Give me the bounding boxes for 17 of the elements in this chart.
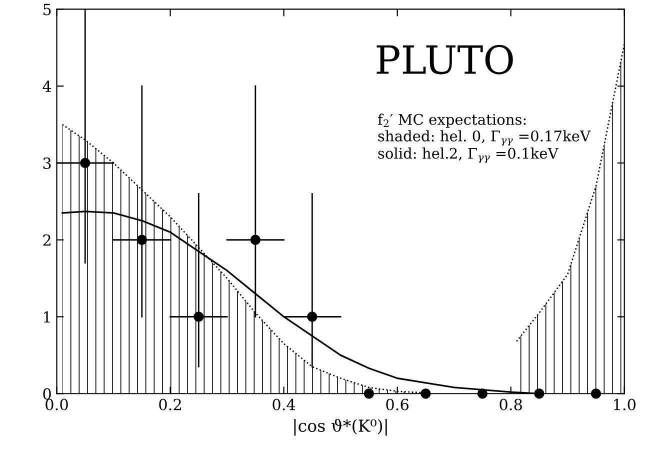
annotation: PLUTO xyxy=(376,44,513,74)
y-tick-label: 4 xyxy=(42,80,52,92)
annotation: f$_{2}$′ MC expectations: xyxy=(378,114,526,128)
x-tick-label: 0.4 xyxy=(272,398,296,410)
annotation: shaded: hel. 0, Γ$_{γγ}$ =0.17keV xyxy=(378,130,591,146)
x-tick-label: 0.2 xyxy=(159,398,181,410)
x-tick-label: 0.8 xyxy=(500,398,522,410)
x-axis-title: |cos ϑ*(K⁰)| xyxy=(294,418,387,436)
y-tick-label: 5 xyxy=(43,4,51,16)
x-tick-label: 0.6 xyxy=(386,398,409,410)
y-tick-label: 0 xyxy=(43,388,51,400)
x-tick-label: 1.0 xyxy=(614,398,636,410)
y-tick-label: 1 xyxy=(44,311,50,323)
annotation: solid: hel.2, Γ$_{γγ}$ =0.1keV xyxy=(378,148,559,163)
y-tick-label: 2 xyxy=(43,234,50,246)
x-tick-label: 0.0 xyxy=(46,398,68,410)
y-tick-label: 3 xyxy=(43,157,51,170)
